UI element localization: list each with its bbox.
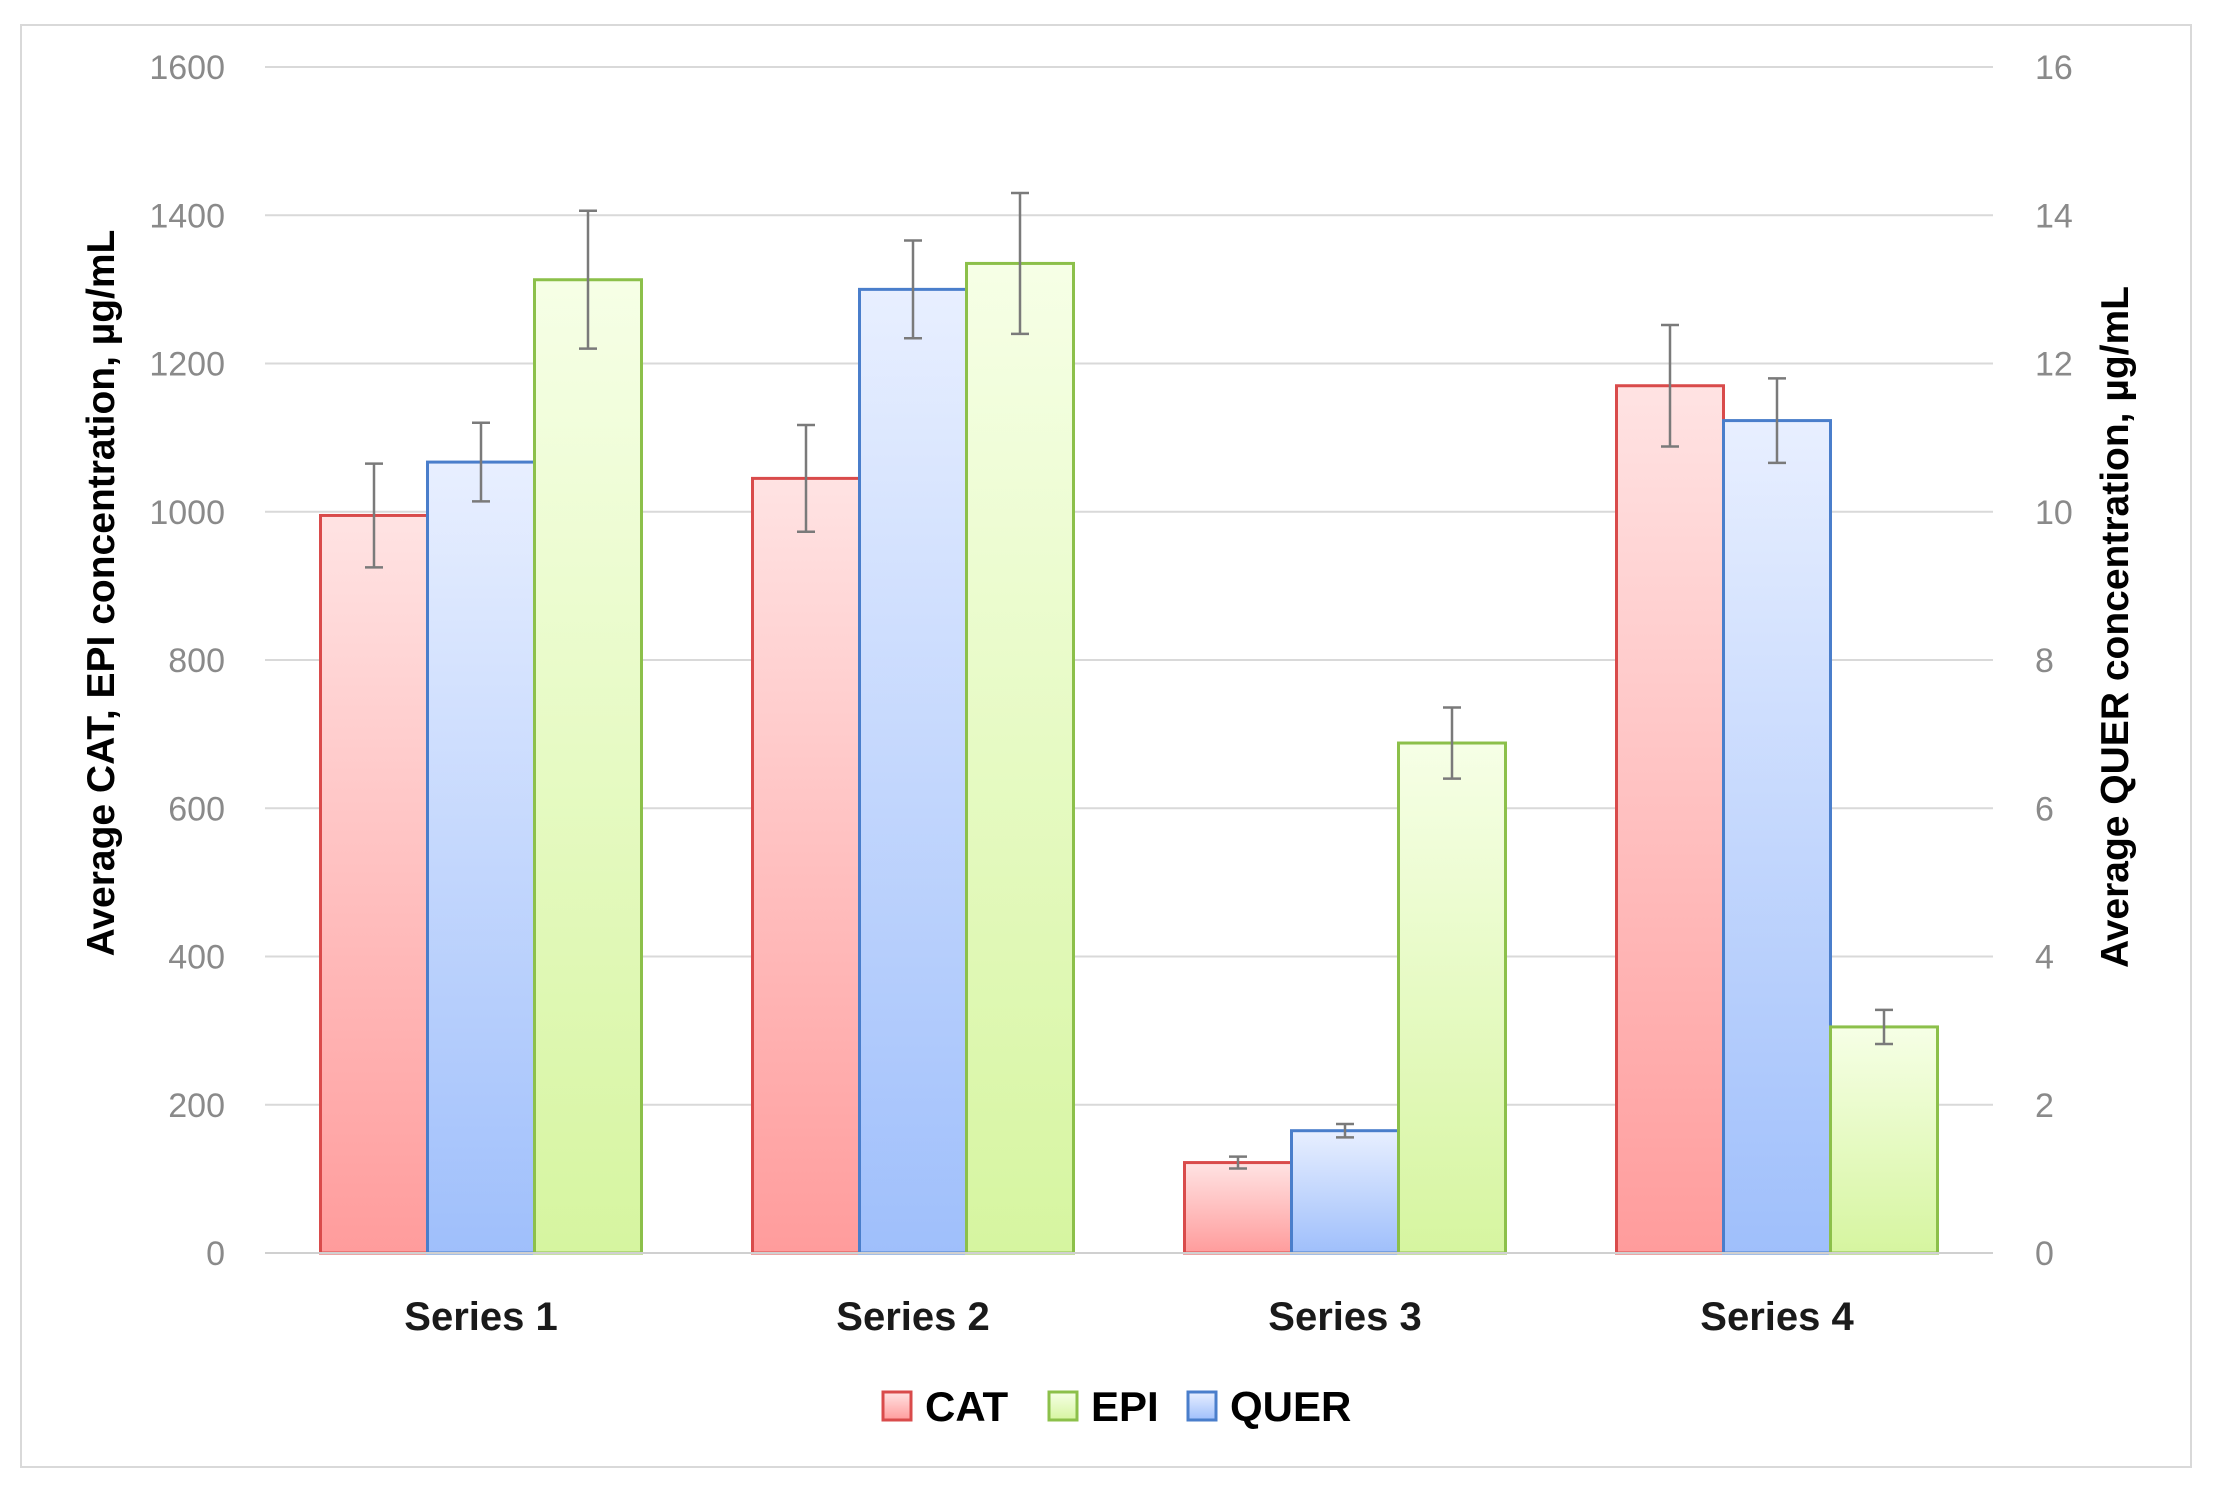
bar-epi bbox=[533, 278, 643, 1255]
y2-tick-label: 8 bbox=[2035, 642, 2054, 680]
y-axis-title: Average CAT, EPI concentration, µg/mL bbox=[80, 230, 123, 957]
y2-tick-label: 10 bbox=[2035, 494, 2073, 532]
legend-item-cat: CAT bbox=[881, 1383, 1009, 1430]
error-bar-epi bbox=[579, 209, 597, 350]
bar-epi bbox=[965, 261, 1075, 1255]
y2-tick-label: 6 bbox=[2035, 790, 2054, 828]
error-bar-quer bbox=[1768, 377, 1786, 465]
bar-layer bbox=[319, 191, 1939, 1255]
y2-tick-label: 2 bbox=[2035, 1087, 2054, 1125]
legend: CAT EPI QUER bbox=[881, 1383, 1351, 1430]
legend-label: QUER bbox=[1230, 1383, 1351, 1430]
bar-epi bbox=[1397, 741, 1507, 1255]
error-bar-quer bbox=[904, 239, 922, 340]
y-tick-label: 0 bbox=[206, 1235, 225, 1273]
y2-tick-label: 14 bbox=[2035, 197, 2073, 235]
y-tick-label: 1400 bbox=[149, 197, 225, 235]
error-bar-cat bbox=[1229, 1155, 1247, 1170]
y2-tick-label: 12 bbox=[2035, 346, 2073, 384]
y-tick-label: 1000 bbox=[149, 494, 225, 532]
error-bar-epi bbox=[1875, 1008, 1893, 1046]
y-tick-label: 400 bbox=[168, 939, 225, 977]
category-label: Series 4 bbox=[1700, 1295, 1854, 1339]
y-tick-label: 1600 bbox=[149, 49, 225, 87]
error-bar-cat bbox=[365, 462, 383, 569]
legend-swatch bbox=[881, 1390, 913, 1422]
error-bar-quer bbox=[1336, 1122, 1354, 1139]
error-bar-epi bbox=[1011, 191, 1029, 336]
category-label: Series 1 bbox=[404, 1295, 557, 1339]
y-tick-label: 200 bbox=[168, 1087, 225, 1125]
legend-label: EPI bbox=[1091, 1383, 1159, 1430]
legend-item-quer: QUER bbox=[1186, 1383, 1351, 1430]
y2-tick-label: 4 bbox=[2035, 939, 2054, 977]
axis-layer: 0 200 400 600 800 1000 1200 1400 1600 0 2 4 6 8 10 12 14… bbox=[149, 49, 2072, 1339]
bar-cat bbox=[1615, 384, 1725, 1255]
y2-axis-title: Average QUER concentration, µg/mL bbox=[2094, 286, 2137, 968]
y2-tick-label: 16 bbox=[2035, 49, 2073, 87]
legend-swatch bbox=[1186, 1390, 1218, 1422]
bar-epi bbox=[1829, 1025, 1939, 1255]
bar-cat bbox=[751, 476, 861, 1255]
category-label: Series 2 bbox=[836, 1295, 989, 1339]
legend-item-epi: EPI bbox=[1047, 1383, 1159, 1430]
bar-quer bbox=[1290, 1129, 1400, 1255]
error-bar-quer bbox=[472, 421, 490, 503]
error-bar-epi bbox=[1443, 706, 1461, 780]
bar-quer bbox=[1722, 419, 1832, 1255]
category-label: Series 3 bbox=[1268, 1295, 1421, 1339]
y-tick-label: 600 bbox=[168, 790, 225, 828]
bar-quer bbox=[426, 460, 536, 1255]
error-bar-cat bbox=[797, 423, 815, 534]
bar-quer bbox=[858, 287, 968, 1255]
error-bar-cat bbox=[1661, 323, 1679, 448]
y-tick-label: 800 bbox=[168, 642, 225, 680]
y-tick-label: 1200 bbox=[149, 346, 225, 384]
y2-tick-label: 0 bbox=[2035, 1235, 2054, 1273]
legend-label: CAT bbox=[925, 1383, 1009, 1430]
legend-swatch bbox=[1047, 1390, 1079, 1422]
bar-cat bbox=[1183, 1161, 1293, 1255]
bar-cat bbox=[319, 513, 429, 1255]
